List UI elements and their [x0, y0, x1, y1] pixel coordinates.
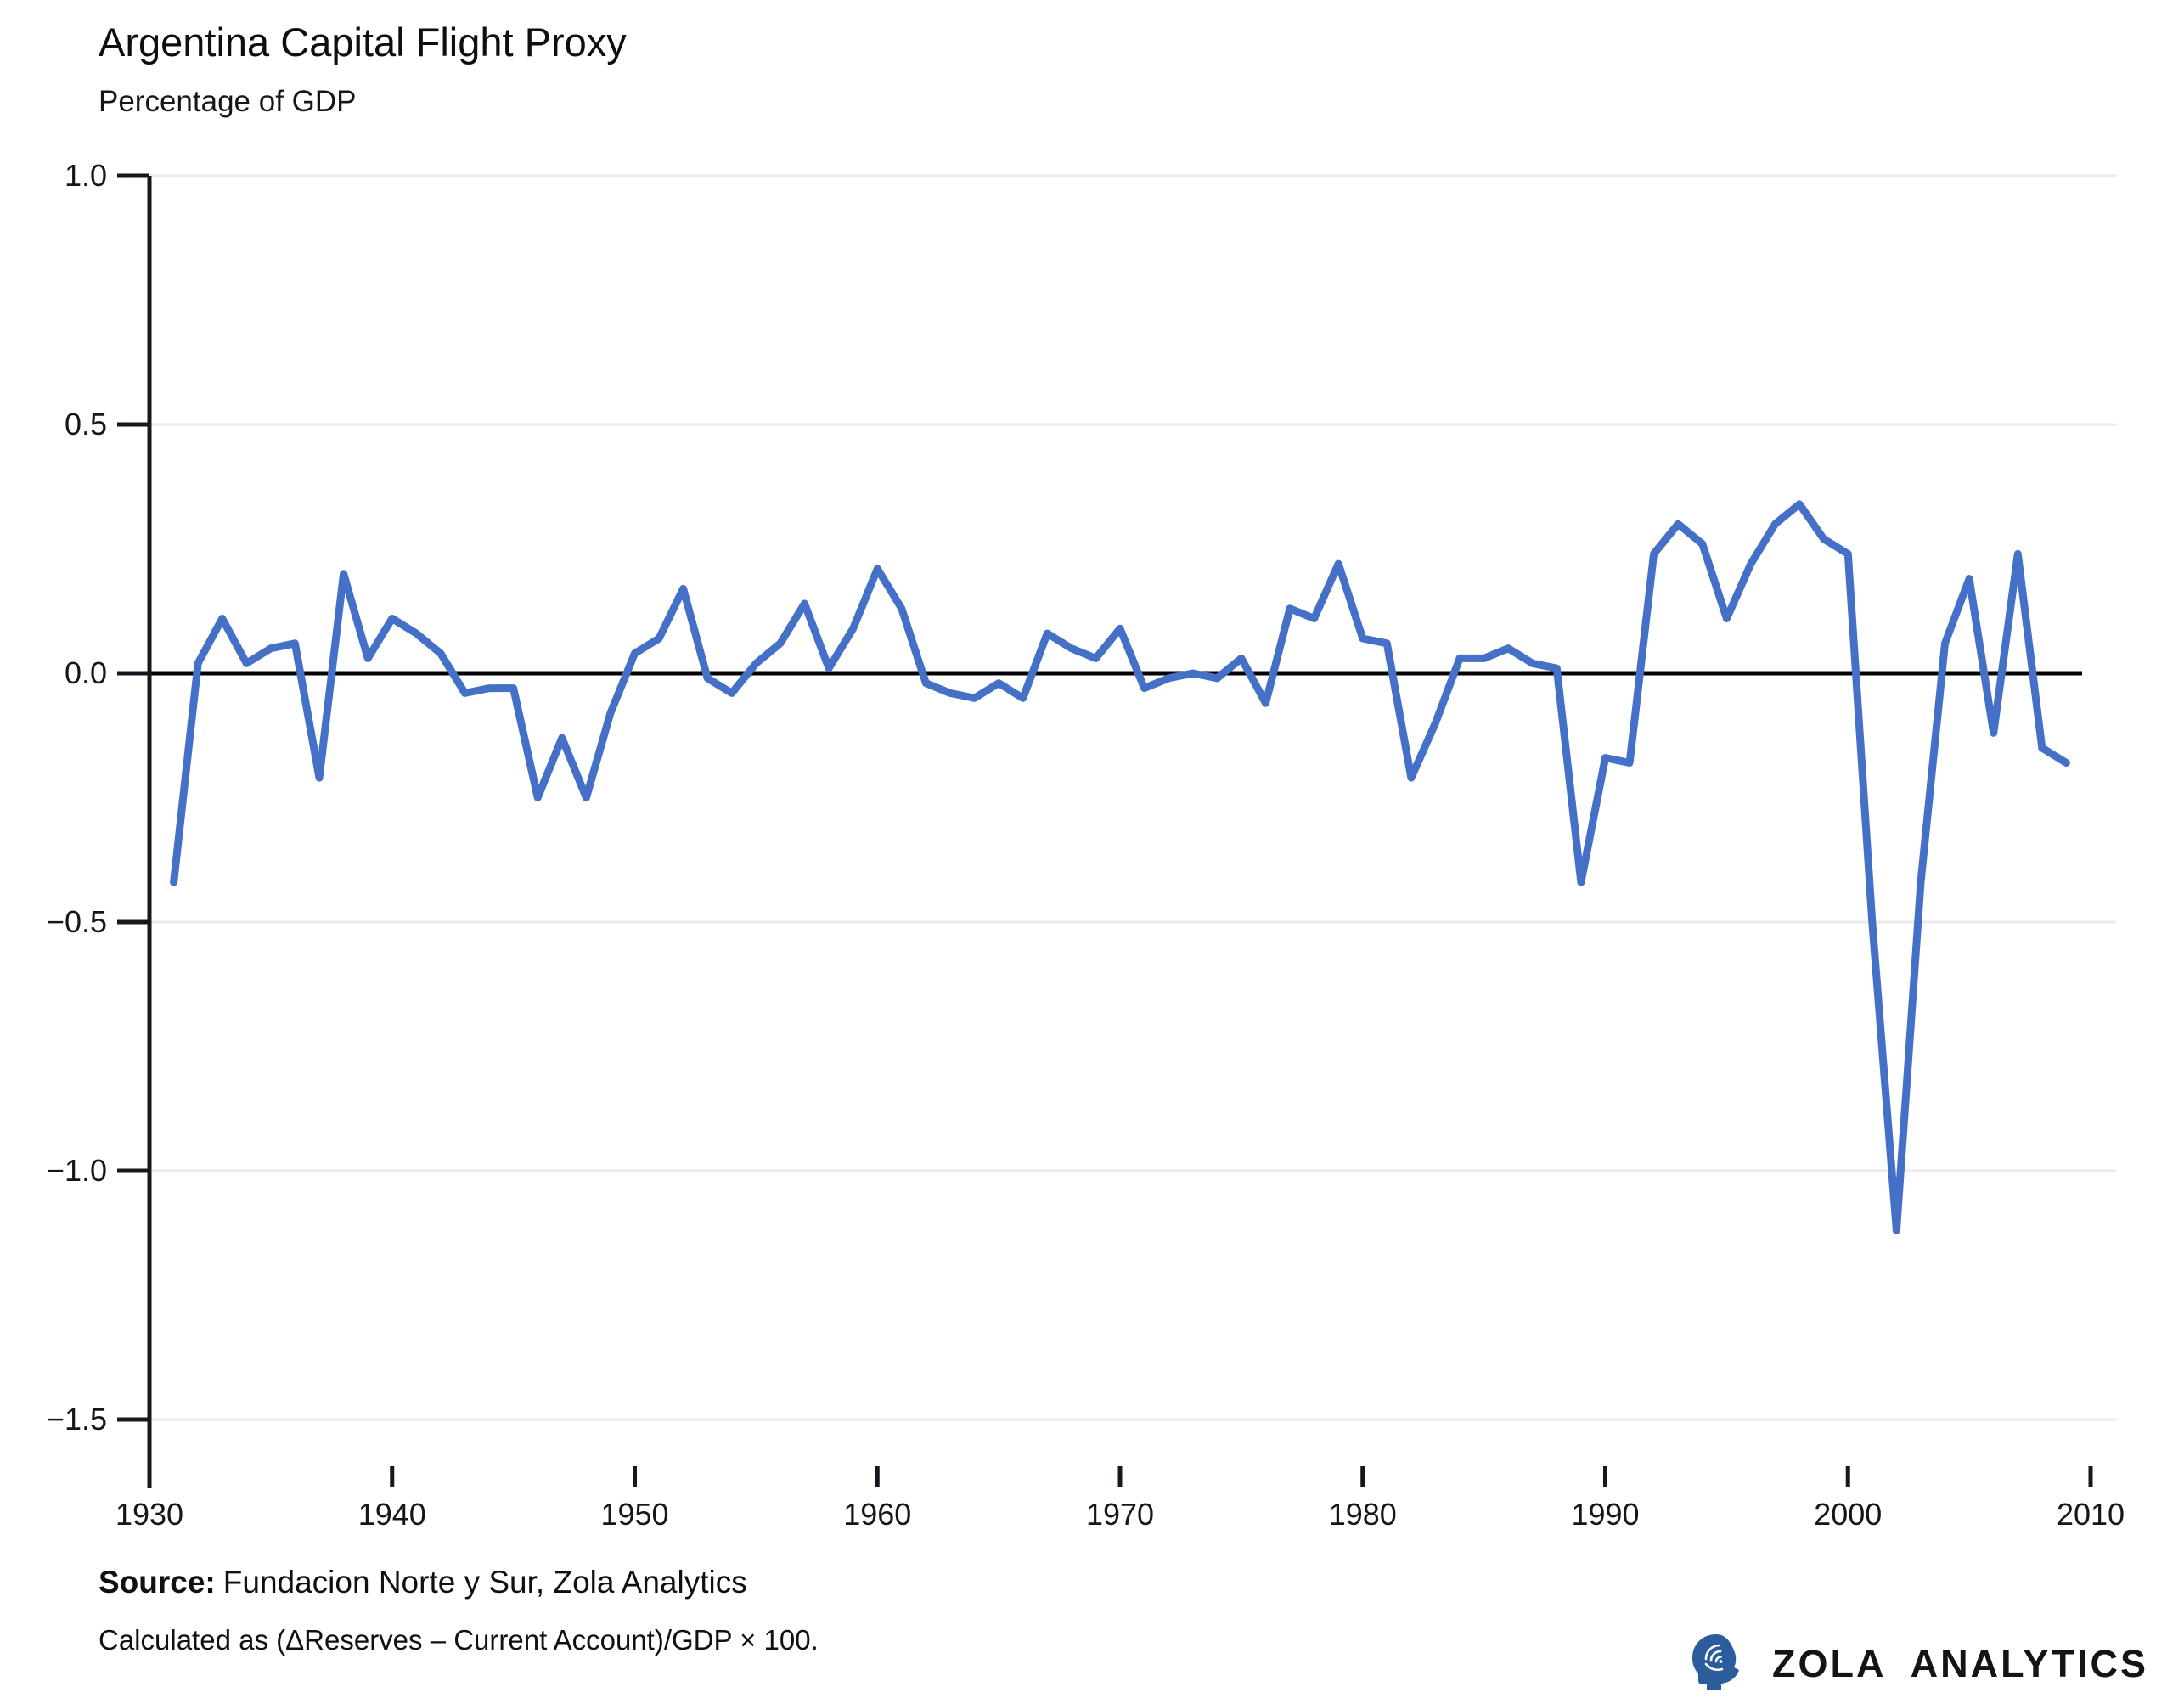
- brand-name: ZOLA ANALYTICS: [1771, 1642, 2148, 1685]
- source-line: Source: Fundacion Norte y Sur, Zola Analy…: [99, 1565, 747, 1600]
- y-tick-label: −0.5: [47, 904, 107, 939]
- footnote: Calculated as (ΔReserves – Current Accou…: [99, 1624, 819, 1656]
- x-tick-label: 1980: [1329, 1497, 1397, 1532]
- chart-subtitle: Percentage of GDP: [99, 85, 357, 118]
- x-tick-label: 1940: [358, 1497, 426, 1532]
- x-tick-label: 2010: [2057, 1497, 2125, 1532]
- x-tick-label: 1950: [600, 1497, 668, 1532]
- y-tick-label: −1.5: [47, 1402, 107, 1437]
- y-tick-label: 0.5: [65, 407, 107, 441]
- circuit-node: [1719, 1660, 1723, 1663]
- x-tick-label: 1930: [115, 1497, 183, 1532]
- source-label: Source:: [99, 1565, 216, 1600]
- y-tick-label: 0.0: [65, 655, 107, 690]
- capital-flight-line: [170, 500, 2070, 1234]
- head-circuit-icon: [1691, 1634, 1739, 1690]
- x-tick-label: 2000: [1814, 1497, 1882, 1532]
- x-tick-label: 1990: [1571, 1497, 1639, 1532]
- x-tick-label: 1970: [1086, 1497, 1154, 1532]
- x-tick-label: 1960: [843, 1497, 911, 1532]
- circuit-lines: [1704, 1644, 1724, 1672]
- y-tick-label: 1.0: [65, 158, 107, 193]
- page-title: Argentina Capital Flight Proxy: [99, 20, 627, 65]
- y-tick-label: −1.0: [47, 1153, 107, 1188]
- source-text: Fundacion Norte y Sur, Zola Analytics: [222, 1565, 747, 1600]
- brand-logo: ZOLA ANALYTICS: [1686, 1630, 2148, 1698]
